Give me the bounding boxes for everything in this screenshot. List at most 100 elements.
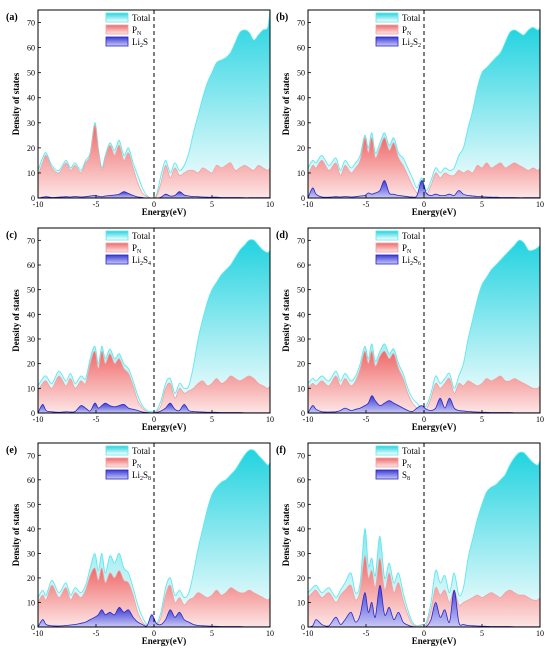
- y-tick-label: 10: [297, 598, 305, 607]
- x-tick-label: 10: [536, 629, 544, 638]
- dos-panel-3: -10 -5 0 5 10 0 10 20 30 40 50 60 70 Energy(eV) Densit…: [6, 227, 274, 432]
- y-tick-label: 50: [297, 500, 305, 509]
- x-tick-label: -10: [33, 629, 44, 638]
- y-tick-label: 60: [297, 476, 305, 485]
- x-tick-label: 10: [536, 200, 544, 209]
- series-area-3: [308, 395, 540, 413]
- y-tick-label: 70: [27, 451, 35, 460]
- x-tick-label: 0: [152, 415, 156, 424]
- y-tick-label: 20: [27, 144, 35, 153]
- x-tick-label: -10: [33, 415, 44, 424]
- y-axis-title: Density of states: [11, 503, 21, 566]
- y-tick-label: 20: [297, 360, 305, 369]
- x-tick-label: -10: [303, 629, 314, 638]
- legend-label: Total: [402, 446, 421, 456]
- y-tick-label: 60: [27, 261, 35, 270]
- y-tick-label: 10: [27, 384, 35, 393]
- y-tick-label: 70: [297, 19, 305, 28]
- y-tick-label: 0: [301, 409, 305, 418]
- legend-swatch: [105, 36, 129, 47]
- legend-swatch: [105, 445, 129, 456]
- legend-swatch: [375, 36, 399, 47]
- y-tick-label: 20: [27, 574, 35, 583]
- y-tick-label: 30: [297, 335, 305, 344]
- y-axis-title: Density of states: [281, 289, 291, 352]
- y-tick-label: 70: [297, 236, 305, 245]
- legend-swatch: [375, 254, 399, 265]
- legend-label: Total: [132, 231, 151, 241]
- y-tick-label: 30: [297, 119, 305, 128]
- y-tick-label: 30: [297, 549, 305, 558]
- legend-label: Li2S6: [402, 255, 421, 267]
- series-area-3: [308, 585, 540, 627]
- series-area-3: [38, 607, 270, 627]
- x-tick-label: 5: [210, 415, 214, 424]
- series-line-2: [308, 555, 540, 627]
- y-tick-label: 60: [297, 261, 305, 270]
- y-tick-label: 40: [297, 310, 305, 319]
- legend-label: Li2S2: [402, 37, 421, 49]
- y-tick-label: 10: [27, 598, 35, 607]
- x-tick-label: -5: [363, 200, 370, 209]
- y-tick-label: 0: [31, 194, 35, 203]
- y-tick-label: 50: [27, 500, 35, 509]
- series-line-1: [38, 239, 270, 413]
- series-line-1: [308, 27, 540, 191]
- series-area-2: [38, 351, 270, 413]
- series-line-1: [308, 239, 540, 409]
- legend-swatch: [105, 242, 129, 253]
- x-tick-label: 5: [210, 200, 214, 209]
- legend-label: Total: [402, 231, 421, 241]
- legend-swatch: [105, 469, 129, 480]
- y-tick-label: 60: [27, 476, 35, 485]
- y-tick-label: 70: [297, 451, 305, 460]
- y-axis-title: Density of states: [281, 503, 291, 566]
- panel-label: (f): [276, 445, 286, 456]
- y-tick-label: 0: [31, 623, 35, 632]
- y-tick-label: 20: [297, 144, 305, 153]
- x-tick-label: -5: [93, 200, 100, 209]
- x-tick-label: 10: [266, 415, 274, 424]
- y-tick-label: 60: [297, 44, 305, 53]
- y-tick-label: 10: [297, 384, 305, 393]
- x-tick-label: 0: [152, 200, 156, 209]
- x-axis-title: Energy(eV): [412, 422, 457, 432]
- y-tick-label: 20: [297, 574, 305, 583]
- legend-label: PN: [402, 25, 412, 37]
- x-tick-label: -5: [363, 629, 370, 638]
- dos-panel-1: -10 -5 0 5 10 0 10 20 30 40 50 60 70 Energy(eV) Densit…: [6, 9, 274, 217]
- x-tick-label: 5: [480, 415, 484, 424]
- x-axis-title: Energy(eV): [142, 636, 187, 646]
- legend-swatch: [105, 24, 129, 35]
- legend-label: Total: [402, 13, 421, 23]
- dos-panel-2: -10 -5 0 5 10 0 10 20 30 40 50 60 70 Energy(eV) Densit…: [276, 9, 544, 217]
- legend-swatch: [375, 457, 399, 468]
- legend-label: Li2S: [132, 37, 148, 49]
- x-tick-label: 0: [422, 200, 426, 209]
- x-tick-label: 0: [422, 629, 426, 638]
- legend-swatch: [375, 469, 399, 480]
- series-line-2: [38, 124, 270, 198]
- panel-label: (d): [276, 230, 288, 241]
- y-tick-label: 10: [27, 169, 35, 178]
- legend-swatch: [375, 12, 399, 23]
- y-axis-title: Density of states: [281, 72, 291, 135]
- legend-swatch: [375, 24, 399, 35]
- x-axis-title: Energy(eV): [142, 422, 187, 432]
- x-tick-label: -5: [93, 415, 100, 424]
- panel-label: (b): [276, 12, 288, 23]
- series-area-2: [38, 125, 270, 198]
- legend-label: S8: [402, 470, 410, 482]
- x-tick-label: 5: [480, 200, 484, 209]
- dos-panel-4: -10 -5 0 5 10 0 10 20 30 40 50 60 70 Energy(eV) Densit…: [276, 227, 544, 432]
- legend-swatch: [105, 457, 129, 468]
- legend-label: PN: [402, 458, 412, 470]
- y-tick-label: 40: [297, 525, 305, 534]
- panel-label: (e): [6, 445, 17, 456]
- x-tick-label: 0: [422, 415, 426, 424]
- legend-label: Li2S4: [132, 255, 151, 267]
- series-area-2: [308, 137, 540, 198]
- x-tick-label: -5: [363, 415, 370, 424]
- y-tick-label: 70: [27, 236, 35, 245]
